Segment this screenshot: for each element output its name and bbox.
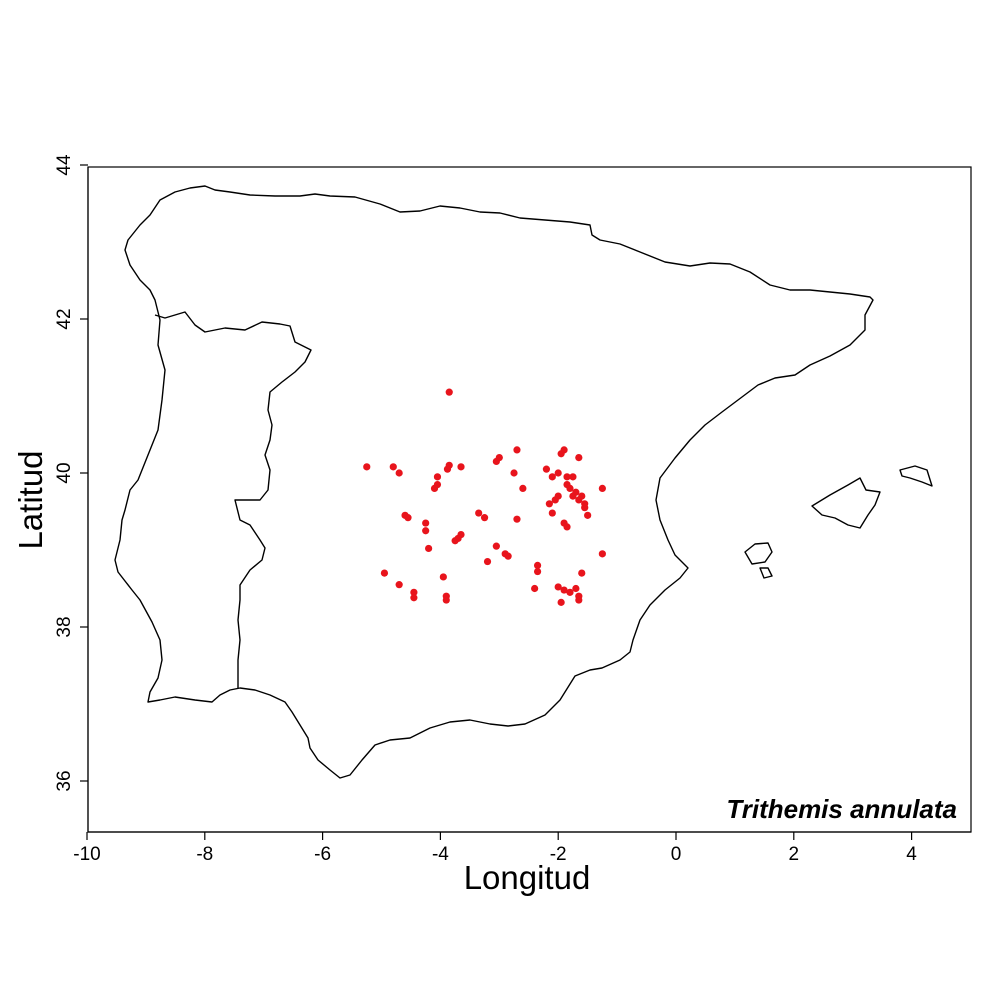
occurrence-point (510, 469, 518, 477)
menorca-outline (899, 465, 933, 487)
occurrence-point (554, 492, 562, 500)
occurrence-point (422, 527, 430, 535)
occurrence-point (519, 484, 527, 492)
occurrence-point (533, 561, 542, 570)
occurrence-point (531, 584, 539, 593)
y-axis-ticks: 36 38 40 42 44 (54, 154, 88, 792)
occurrence-point (566, 588, 574, 596)
occurrence-point (584, 511, 592, 519)
occurrence-point (363, 463, 371, 471)
occurrence-point (575, 454, 583, 462)
x-tick-label: 4 (906, 844, 917, 865)
occurrence-point (395, 581, 403, 589)
occurrence-point (572, 584, 580, 593)
occurrence-point (560, 586, 568, 594)
x-tick-label: -8 (196, 844, 213, 865)
occurrence-point (533, 567, 542, 576)
occurrence-point (598, 484, 606, 492)
y-tick-label: 36 (54, 770, 75, 791)
occurrence-point (598, 550, 606, 558)
occurrence-point (445, 388, 453, 396)
y-tick-label: 38 (54, 616, 75, 637)
x-tick-label: -6 (314, 844, 331, 865)
y-axis: 36 38 40 42 44 Latitud (12, 154, 89, 832)
y-tick-label: 44 (54, 154, 75, 176)
occurrence-point (572, 488, 580, 496)
occurrence-point (548, 509, 556, 517)
occurrence-point (554, 583, 562, 591)
x-tick-label: 0 (671, 844, 682, 865)
occurrence-point (445, 461, 453, 469)
occurrence-point (457, 463, 465, 471)
x-tick-label: -10 (73, 844, 100, 865)
occurrence-point (422, 519, 430, 527)
occurrence-point (442, 596, 450, 604)
occurrence-point (410, 588, 418, 596)
mallorca-outline (811, 477, 881, 529)
occurrence-point (575, 596, 583, 604)
occurrence-point (548, 473, 556, 481)
y-axis-title: Latitud (12, 450, 49, 549)
species-label: Trithemis annulata (726, 794, 957, 824)
occurrence-point (404, 514, 412, 522)
occurrence-point (480, 514, 489, 522)
occurrence-point (483, 557, 492, 566)
x-tick-label: -4 (432, 844, 449, 865)
occurrence-point (380, 569, 389, 577)
occurrence-point (389, 463, 397, 471)
y-tick-label: 42 (54, 308, 75, 329)
x-tick-label: 2 (789, 844, 800, 865)
occurrence-point (560, 446, 568, 454)
x-axis-ticks: -10 -8 -6 -4 -2 0 2 4 (73, 832, 917, 865)
iberian-peninsula-outline (114, 185, 874, 779)
occurrence-point (569, 473, 577, 481)
x-tick-label: -2 (550, 844, 567, 865)
occurrence-point (457, 531, 465, 539)
x-axis-title: Longitud (464, 859, 591, 896)
occurrence-point (566, 484, 574, 492)
occurrence-point (545, 500, 553, 508)
y-tick-label: 40 (54, 462, 75, 483)
occurrence-point (475, 509, 483, 517)
occurrence-point (433, 473, 442, 481)
occurrence-point (504, 552, 512, 560)
x-axis: -10 -8 -6 -4 -2 0 2 4 Longitud (73, 831, 971, 896)
occurrence-point (395, 469, 403, 477)
occurrence-point (581, 500, 589, 508)
occurrence-point (554, 469, 562, 477)
occurrence-point (513, 446, 521, 454)
ibiza-outline (744, 542, 773, 565)
coastline (114, 185, 933, 779)
occurrence-point (563, 523, 571, 531)
occurrence-point (492, 542, 500, 550)
occurrence-point (410, 594, 418, 602)
plot-frame (87, 166, 972, 833)
formentera-outline (759, 567, 773, 579)
occurrence-point (563, 473, 571, 481)
occurrence-point (513, 515, 521, 523)
occurrence-point (578, 569, 586, 577)
occurrence-points (363, 388, 606, 606)
occurrence-point (495, 454, 503, 462)
occurrence-point (439, 573, 447, 581)
portugal-spain-border (154, 311, 312, 688)
occurrence-point (433, 480, 442, 489)
occurrence-point (425, 544, 433, 553)
occurrence-point (578, 492, 586, 500)
occurrence-point (542, 465, 551, 473)
occurrence-point (557, 598, 565, 606)
